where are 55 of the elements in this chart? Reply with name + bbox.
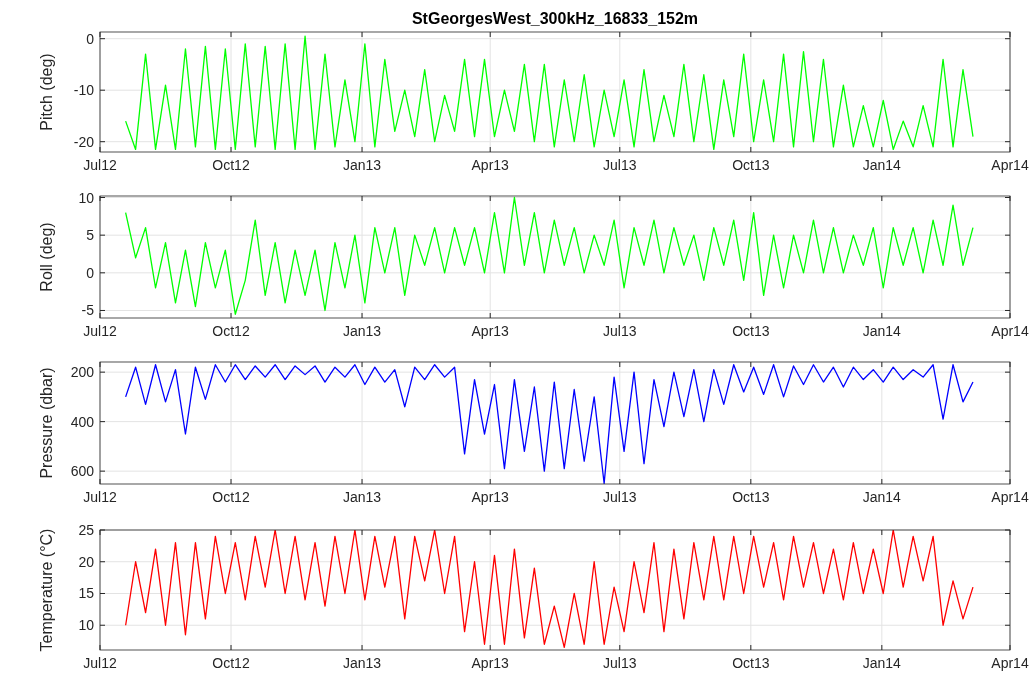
y-tick-label: 400 <box>70 413 95 430</box>
x-tick-label: Oct13 <box>732 489 770 505</box>
x-tick-label: Apr14 <box>991 489 1029 505</box>
x-tick-label: Oct13 <box>732 655 770 671</box>
x-tick-label: Oct12 <box>212 489 250 505</box>
x-tick-label: Jan14 <box>862 489 902 505</box>
x-tick-label: Jul13 <box>603 323 637 339</box>
line-series <box>124 196 974 315</box>
y-tick-label: 200 <box>70 364 95 381</box>
y-tick-label: 10 <box>78 617 95 634</box>
x-tick-label: Jan14 <box>862 157 902 173</box>
x-tick-label: Jan14 <box>862 655 902 671</box>
x-tick-label: Jul13 <box>603 489 637 505</box>
y-tick-label: 0 <box>86 30 95 47</box>
x-tick-label: Oct12 <box>212 655 250 671</box>
x-tick-label: Apr13 <box>471 655 510 671</box>
y-tick-label: 0 <box>86 264 95 281</box>
y-tick-label: 5 <box>86 227 95 244</box>
x-tick-label: Jan13 <box>342 489 382 505</box>
x-tick-label: Apr13 <box>471 157 510 173</box>
x-tick-label: Jul12 <box>83 323 117 339</box>
y-axis-title: Pressure (dbar) <box>38 367 55 479</box>
y-tick-label: 600 <box>70 463 95 480</box>
x-tick-label: Oct13 <box>732 323 770 339</box>
x-tick-label: Apr13 <box>471 323 510 339</box>
x-tick-label: Jul13 <box>603 655 637 671</box>
line-series <box>124 530 974 649</box>
x-tick-label: Jul12 <box>83 655 117 671</box>
x-tick-label: Oct13 <box>732 157 770 173</box>
x-tick-label: Jan13 <box>342 157 382 173</box>
chart-title: StGeorgesWest_300kHz_16833_152m <box>411 10 699 27</box>
x-tick-label: Jul12 <box>83 489 117 505</box>
y-axis-title: Roll (deg) <box>38 222 55 292</box>
y-tick-label: -20 <box>73 133 95 150</box>
x-tick-label: Apr13 <box>471 489 510 505</box>
y-axis-title: Temperature (°C) <box>38 528 55 652</box>
y-tick-label: -10 <box>73 82 95 99</box>
line-series <box>124 364 974 484</box>
x-tick-label: Apr14 <box>991 157 1029 173</box>
y-tick-label: -5 <box>81 302 95 319</box>
x-tick-label: Jan14 <box>862 323 902 339</box>
line-series <box>124 35 974 151</box>
x-tick-label: Oct12 <box>212 323 250 339</box>
y-tick-label: 20 <box>78 553 95 570</box>
x-tick-label: Apr14 <box>991 323 1029 339</box>
x-tick-label: Jul13 <box>603 157 637 173</box>
x-tick-label: Oct12 <box>212 157 250 173</box>
y-tick-label: 15 <box>78 585 95 602</box>
x-tick-label: Jul12 <box>83 157 117 173</box>
x-tick-label: Jan13 <box>342 323 382 339</box>
y-tick-label: 10 <box>78 189 95 206</box>
y-tick-label: 25 <box>78 522 95 538</box>
x-tick-label: Jan13 <box>342 655 382 671</box>
x-tick-label: Apr14 <box>991 655 1029 671</box>
y-axis-title: Pitch (deg) <box>38 53 55 131</box>
